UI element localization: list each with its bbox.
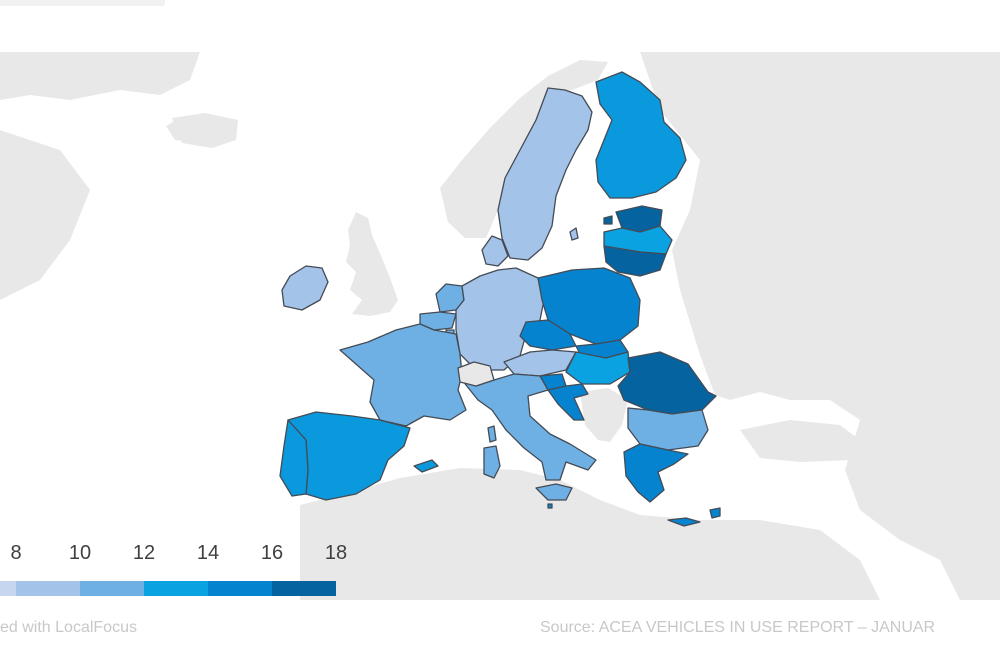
region-greece[interactable] bbox=[623, 443, 689, 503]
bg-turkey bbox=[740, 420, 860, 462]
legend-swatch bbox=[16, 581, 80, 596]
region-finland[interactable] bbox=[595, 71, 687, 199]
region-sicily[interactable] bbox=[535, 483, 573, 501]
legend-tick-label: 18 bbox=[324, 542, 348, 564]
bg-north-africa bbox=[300, 468, 880, 600]
region-switzerland[interactable] bbox=[457, 361, 495, 387]
region-cyprus[interactable] bbox=[709, 507, 721, 519]
legend-swatch bbox=[144, 581, 208, 596]
region-poland[interactable] bbox=[537, 267, 641, 345]
bg-russia-east bbox=[640, 52, 1000, 600]
legend-tick-label: 16 bbox=[260, 542, 284, 564]
region-czechia[interactable] bbox=[519, 319, 577, 351]
bg-norway bbox=[440, 60, 608, 238]
region-corsica[interactable] bbox=[487, 425, 497, 443]
region-sardinia[interactable] bbox=[483, 445, 501, 479]
region-portugal[interactable] bbox=[279, 419, 309, 497]
toolbar-stub bbox=[0, 0, 165, 6]
background-land bbox=[0, 52, 1000, 600]
region-germany[interactable] bbox=[455, 267, 545, 371]
legend-tick-label: 10 bbox=[68, 542, 92, 564]
legend-swatch bbox=[272, 581, 336, 596]
region-hungary[interactable] bbox=[565, 351, 631, 385]
legend-swatch bbox=[208, 581, 272, 596]
region-saaremaa[interactable] bbox=[603, 215, 613, 225]
legend-swatch bbox=[80, 581, 144, 596]
bg-far-west bbox=[0, 130, 90, 300]
legend-tick-label: 14 bbox=[196, 542, 220, 564]
bg-iceland bbox=[166, 118, 214, 143]
source-text: Source: ACEA VEHICLES IN USE REPORT – JA… bbox=[540, 619, 936, 636]
region-croatia[interactable] bbox=[547, 383, 589, 421]
region-mallorca[interactable] bbox=[413, 459, 439, 473]
region-sweden[interactable] bbox=[497, 87, 593, 261]
region-france[interactable] bbox=[339, 323, 467, 427]
bg-uk bbox=[346, 212, 398, 316]
region-malta[interactable] bbox=[547, 503, 553, 509]
eu-countries[interactable] bbox=[279, 71, 721, 527]
bg-west-coast bbox=[0, 52, 200, 100]
region-denmark[interactable] bbox=[481, 235, 509, 267]
region-romania[interactable] bbox=[617, 351, 717, 415]
region-italy[interactable] bbox=[461, 373, 597, 481]
legend-swatch bbox=[0, 581, 16, 596]
legend-tick-label: 12 bbox=[132, 542, 156, 564]
legend-tick-label: 8 bbox=[10, 542, 22, 564]
region-crete[interactable] bbox=[667, 517, 701, 527]
region-lithuania[interactable] bbox=[603, 245, 667, 277]
credit-link[interactable]: ed with LocalFocus bbox=[0, 619, 137, 636]
region-ireland[interactable] bbox=[281, 265, 329, 311]
bg-balkans bbox=[580, 388, 628, 442]
region-bulgaria[interactable] bbox=[627, 407, 709, 451]
region-gotland[interactable] bbox=[569, 227, 579, 241]
